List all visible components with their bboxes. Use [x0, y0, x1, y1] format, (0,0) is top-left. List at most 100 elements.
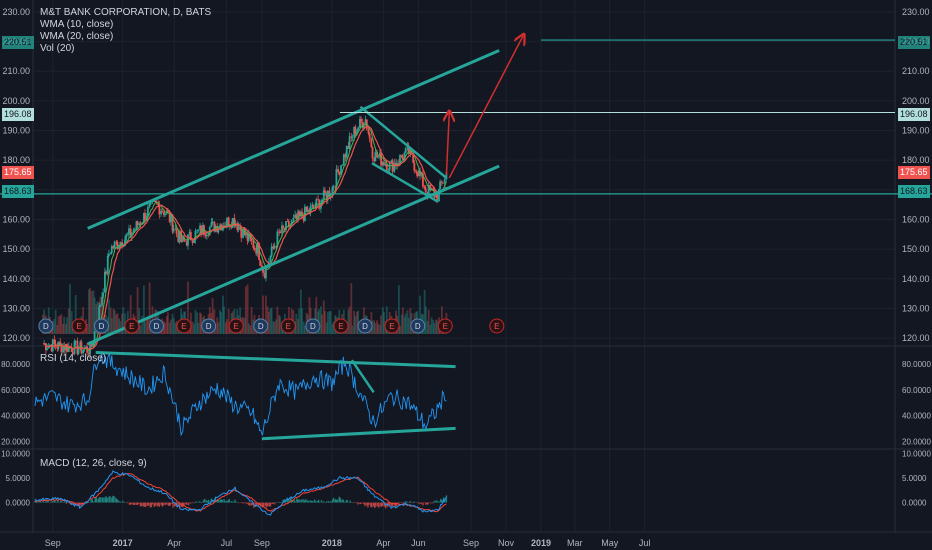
macd-histogram-bar	[346, 499, 348, 503]
macd-histogram-bar	[379, 502, 382, 507]
macd-histogram-bar	[362, 502, 364, 504]
macd-histogram-bar	[178, 502, 180, 506]
candle-body	[252, 240, 255, 248]
volume-bar	[129, 295, 132, 334]
macd-histogram-bar	[370, 502, 372, 507]
candle-body	[419, 170, 421, 176]
candle-body	[332, 186, 335, 188]
volume-bar	[350, 283, 353, 334]
macd-histogram-bar	[437, 501, 439, 503]
macd-histogram-bar	[189, 502, 191, 504]
volume-bar	[139, 325, 142, 334]
dividend-marker[interactable]: D	[201, 318, 217, 334]
macd-histogram-bar	[203, 498, 206, 503]
volume-bar	[165, 316, 168, 334]
macd-histogram-bar	[339, 497, 342, 503]
legend-wma20[interactable]: WMA (20, close)	[40, 31, 114, 42]
dividend-marker[interactable]: D	[357, 318, 373, 334]
macd-histogram-bar	[258, 502, 261, 505]
volume-bar	[407, 317, 410, 334]
candle-body	[213, 221, 216, 232]
macd-histogram-bar	[143, 502, 146, 507]
dividend-badge-circle	[410, 318, 426, 334]
earnings-marker[interactable]: E	[437, 318, 453, 334]
dividend-marker[interactable]: D	[148, 318, 164, 334]
macd-histogram-bar	[191, 502, 194, 504]
candle-body	[165, 210, 168, 214]
dividend-marker[interactable]: D	[38, 318, 54, 334]
macd-histogram-bar	[39, 501, 41, 503]
macd-legend[interactable]: MACD (12, 26, close, 9)	[40, 458, 147, 469]
candle-body	[361, 122, 364, 128]
legend-wma10[interactable]: WMA (10, close)	[40, 19, 114, 30]
macd-histogram-bar	[231, 501, 233, 503]
candle-body	[420, 173, 423, 176]
volume-bar	[321, 314, 323, 334]
rsi-legend[interactable]: RSI (14, close)	[40, 353, 107, 364]
macd-histogram-bar	[88, 502, 91, 503]
candle-body	[351, 136, 354, 138]
earnings-badge-label: E	[129, 322, 134, 331]
macd-histogram-bar	[311, 500, 313, 503]
macd-histogram-bar	[98, 497, 100, 503]
candle-body	[104, 271, 106, 293]
earnings-marker[interactable]: E	[280, 318, 296, 334]
volume-bar	[269, 308, 272, 334]
candle-body	[285, 221, 287, 230]
candle-body	[373, 158, 376, 162]
volume-bar	[427, 309, 430, 334]
earnings-marker[interactable]: E	[228, 318, 244, 334]
candle-body	[199, 225, 201, 230]
volume-bar	[385, 306, 388, 334]
macd-histogram-bar	[418, 502, 420, 505]
macd-axis-label-left: 5.0000	[6, 474, 31, 483]
macd-histogram-bar	[113, 496, 115, 503]
dividend-marker[interactable]: D	[305, 318, 321, 334]
time-axis-label: Jun	[411, 538, 426, 548]
dividend-marker[interactable]: D	[93, 318, 109, 334]
volume-bar	[404, 313, 407, 334]
macd-histogram-bar	[416, 502, 418, 503]
earnings-marker[interactable]: E	[489, 318, 505, 334]
dividend-marker[interactable]: D	[253, 318, 269, 334]
earnings-marker[interactable]: E	[71, 318, 87, 334]
candle-body	[105, 271, 107, 274]
macd-histogram-bar	[405, 501, 408, 503]
legend-volume[interactable]: Vol (20)	[40, 43, 75, 54]
earnings-marker[interactable]: E	[384, 318, 400, 334]
pane-separators	[0, 0, 932, 533]
candle-body	[194, 230, 197, 241]
macd-histogram-bar	[120, 502, 122, 503]
dividend-badge-label: D	[415, 322, 421, 331]
candle-body	[141, 222, 144, 225]
candle-body	[298, 211, 301, 216]
candle-body	[301, 211, 303, 217]
dividend-marker[interactable]: D	[410, 318, 426, 334]
candle-body	[311, 204, 314, 207]
volume-bar	[302, 321, 305, 334]
macd-histogram-bar	[419, 502, 421, 504]
dividend-badge-circle	[148, 318, 164, 334]
candle-body	[385, 164, 388, 171]
candle-body	[244, 233, 247, 236]
candle-body	[62, 346, 64, 353]
rsi-axis-label-left: 60.0000	[1, 386, 30, 395]
earnings-marker[interactable]: E	[176, 318, 192, 334]
macd-histogram-bar	[409, 501, 412, 503]
candle-body	[282, 225, 285, 228]
earnings-marker[interactable]: E	[124, 318, 140, 334]
volume-bar	[191, 321, 194, 334]
price-axis-label-left: 120.00	[2, 333, 30, 343]
earnings-marker[interactable]: E	[333, 318, 349, 334]
volume-bar	[373, 320, 376, 334]
candle-body	[358, 118, 361, 128]
macd-histogram-bar	[129, 502, 132, 505]
volume-bar	[357, 310, 360, 334]
macd-histogram-bar	[134, 502, 136, 505]
volume-bar	[424, 306, 427, 334]
candle-body	[281, 225, 283, 233]
macd-histogram-bar	[74, 502, 77, 504]
volume-bar	[299, 289, 302, 334]
